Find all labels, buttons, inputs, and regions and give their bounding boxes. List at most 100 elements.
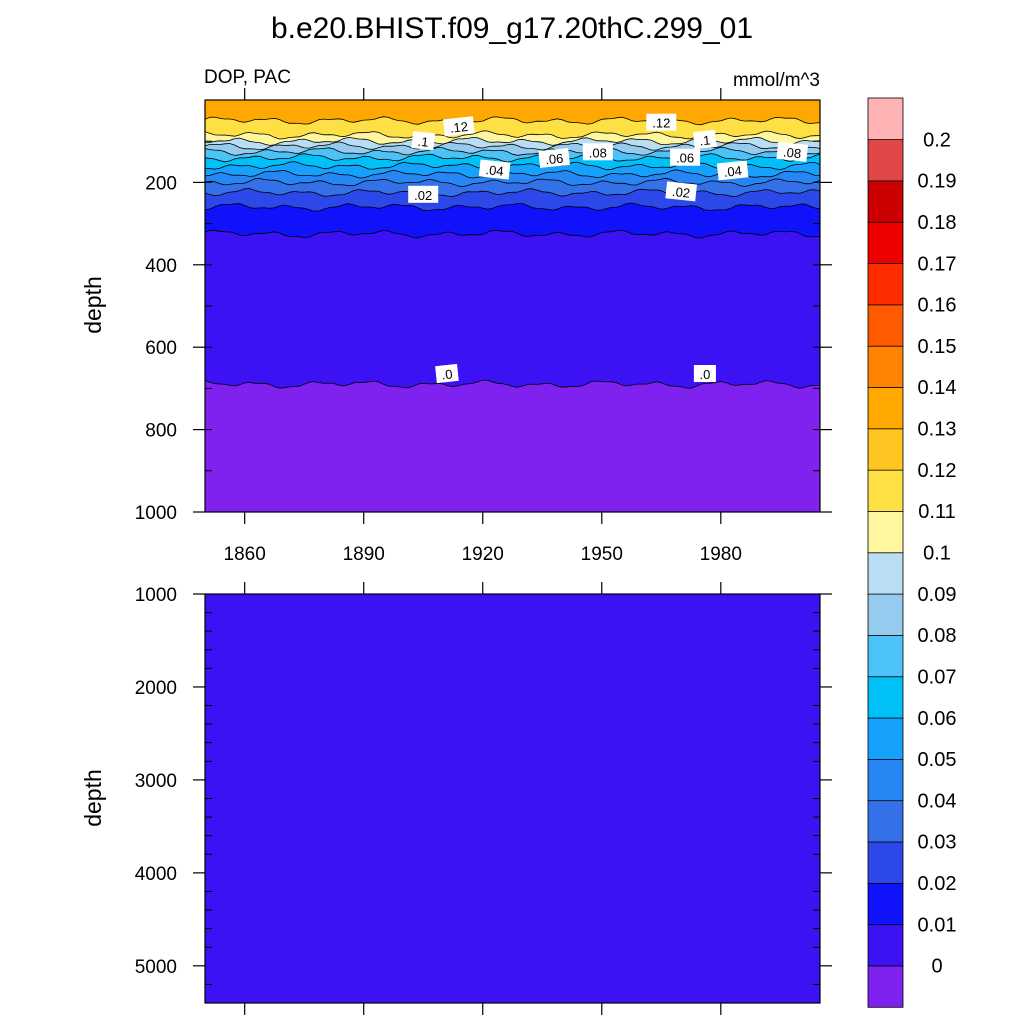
contour-line	[205, 169, 820, 179]
contour-label: .1	[693, 129, 717, 150]
svg-text:.08: .08	[589, 145, 607, 160]
x-tick-label: 1950	[581, 544, 623, 565]
colorbar-label: 0.1	[923, 543, 951, 565]
colorbar-label: 0	[931, 956, 942, 978]
y-tick-labels: 1000 2000 3000 4000 5000	[135, 585, 177, 978]
colorbar-label: 0.02	[918, 873, 957, 895]
colorbar-label: 0.11	[918, 501, 955, 523]
colorbar-box	[867, 510, 904, 554]
y-axis-label: depth	[80, 769, 106, 827]
contour-labels: .12 .12 .1 .1 .08 .08 .06 .06 .04 .04 .02 .02 .0 .0	[408, 113, 809, 384]
contour-line	[205, 188, 820, 198]
contour-label: .06	[670, 148, 701, 166]
chart-title: b.e20.BHIST.f09_g17.20thC.299_01	[271, 12, 753, 45]
contour-label: .1	[411, 131, 436, 151]
colorbar-label: 0.17	[918, 253, 957, 275]
colorbar-box	[867, 386, 904, 430]
colorbar-label: 0.07	[918, 667, 957, 689]
colorbar-label: 0.19	[918, 171, 957, 193]
y-tick-label: 2000	[135, 678, 177, 699]
colorbar-box	[867, 221, 904, 264]
colorbar-box	[867, 345, 904, 388]
contour-label: .0	[693, 365, 716, 382]
contour-line	[205, 153, 820, 163]
colorbar-box	[867, 800, 904, 843]
contour-line	[205, 177, 820, 188]
colorbar-box	[867, 717, 904, 760]
colorbar-label: 0.2	[923, 129, 951, 151]
x-tick-label: 1860	[224, 544, 266, 565]
contour-label: .0	[435, 363, 459, 384]
contour-label: .08	[776, 141, 809, 162]
contour-label: .06	[538, 147, 570, 169]
svg-text:.02: .02	[671, 184, 691, 201]
y-tick-label: 4000	[135, 864, 177, 885]
colorbar-box	[867, 180, 904, 223]
deep-ocean-panel: 1000 2000 3000 4000 5000 depth	[80, 582, 832, 1015]
colorbar-box	[867, 882, 904, 926]
colorbar-box	[867, 262, 904, 306]
x-tick-label: 1890	[343, 544, 385, 565]
colorbar-label: 0.09	[918, 584, 957, 606]
colorbar-box	[867, 428, 904, 471]
svg-text:.02: .02	[414, 188, 432, 203]
contour-label: .12	[646, 113, 677, 131]
contour-line	[205, 130, 820, 140]
contour-line	[205, 116, 820, 126]
colorbar-label: 0.08	[918, 625, 957, 647]
contour-fills	[205, 100, 820, 512]
colorbar-label: 0.05	[918, 749, 957, 771]
axis-ticks	[193, 582, 832, 1015]
y-axis-label: depth	[80, 276, 106, 334]
y-tick-label: 3000	[135, 771, 177, 792]
variable-label: DOP, PAC	[204, 67, 291, 88]
svg-text:.04: .04	[723, 163, 743, 180]
contour-line	[205, 229, 820, 239]
contour-line	[205, 202, 820, 212]
contour-line	[205, 146, 820, 156]
svg-text:.1: .1	[699, 132, 711, 148]
colorbar-label: 0.03	[918, 832, 957, 854]
colorbar-label: 0.18	[918, 212, 957, 234]
colorbar-label: 0.06	[918, 708, 957, 730]
colorbar-box	[867, 758, 904, 802]
contour-line	[205, 379, 820, 389]
contour-label: .02	[665, 181, 697, 202]
contour-band	[205, 380, 820, 512]
contour-line	[205, 136, 820, 146]
svg-text:.1: .1	[417, 134, 429, 150]
colorbar: 0 0.01 0.02 0.03 0.04 0.05 0.06 0.07 0.08 0.09 0.1…	[867, 97, 957, 1008]
colorbar-box	[867, 634, 904, 678]
y-tick-label: 200	[145, 173, 177, 194]
colorbar-box	[867, 138, 904, 182]
colorbar-box	[867, 97, 904, 141]
contour-label: .04	[478, 159, 511, 180]
contour-fill	[205, 594, 820, 1003]
contour-label: .02	[408, 185, 439, 203]
colorbar-box	[867, 552, 904, 595]
colorbar-box	[867, 469, 904, 512]
svg-text:.08: .08	[782, 144, 802, 161]
colorbar-box	[867, 676, 904, 719]
units-label: mmol/m^3	[733, 70, 820, 91]
colorbar-label: 0.14	[918, 377, 957, 399]
x-tick-label: 1920	[462, 544, 504, 565]
contour-lines	[205, 116, 820, 389]
colorbar-label: 0.16	[918, 295, 957, 317]
colorbar-box	[867, 841, 904, 884]
svg-text:.12: .12	[652, 116, 670, 131]
svg-text:.06: .06	[676, 151, 694, 166]
svg-text:.0: .0	[699, 367, 710, 382]
contour-line	[205, 141, 820, 151]
colorbar-box	[867, 965, 904, 1008]
y-tick-label: 800	[145, 421, 177, 442]
colorbar-label: 0.01	[918, 914, 957, 936]
y-tick-label: 5000	[135, 957, 177, 978]
y-tick-labels: 200 400 600 800 1000	[135, 173, 177, 524]
axis-ticks	[193, 88, 832, 524]
x-tick-label: 1980	[700, 544, 742, 565]
y-tick-label: 1000	[135, 585, 177, 606]
svg-text:.12: .12	[449, 119, 469, 136]
colorbar-box	[867, 304, 904, 347]
